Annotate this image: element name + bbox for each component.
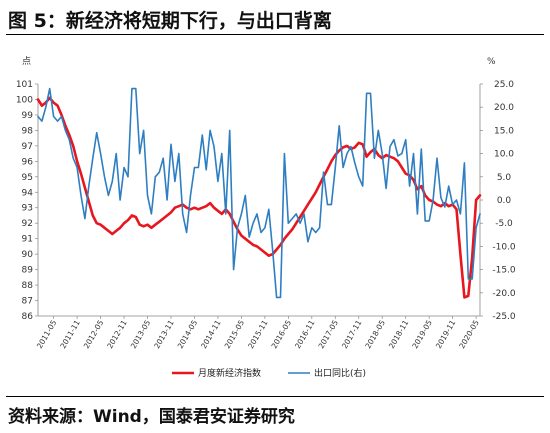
left-tick-label: 99 <box>22 111 34 121</box>
right-tick-label: 15.0 <box>494 126 514 136</box>
left-tick-label: 88 <box>22 281 34 291</box>
left-tick-label: 91 <box>22 235 33 245</box>
x-tick-label: 2013-05 <box>129 318 153 350</box>
left-tick-label: 96 <box>22 157 34 167</box>
x-tick-label: 2019-11 <box>434 318 458 350</box>
axes: 点 % 86 87 88 89 90 91 92 93 94 95 96 97 98 99 100 101 25.0… <box>16 56 516 350</box>
left-tick-label: 98 <box>22 126 34 136</box>
right-tick-label: 5.0 <box>497 173 512 183</box>
series-lines <box>36 87 482 299</box>
series-line-export-yoy <box>37 87 481 299</box>
left-tick-label: 92 <box>22 219 33 229</box>
left-tick-label: 90 <box>22 250 34 260</box>
x-tick-label: 2012-11 <box>105 318 129 350</box>
left-tick-label: 100 <box>16 95 33 105</box>
right-tick-label: 20.0 <box>494 103 514 113</box>
x-tick-label: 2014-11 <box>199 318 223 350</box>
right-tick-label: 10.0 <box>494 150 514 160</box>
right-tick-label: 25.0 <box>494 80 514 90</box>
left-tick-label: 87 <box>22 297 33 307</box>
left-tick-label: 93 <box>22 204 33 214</box>
legend-label: 月度新经济指数 <box>198 367 261 379</box>
x-tick-label: 2019-05 <box>410 318 434 350</box>
left-tick-label: 89 <box>22 266 34 276</box>
legend: 月度新经济指数 出口同比(右) <box>172 367 366 379</box>
right-tick-label: 0.0 <box>497 196 512 206</box>
series-line-new-economy-index <box>36 96 482 299</box>
x-tick-label: 2011-05 <box>35 318 59 350</box>
x-tick-label: 2017-05 <box>317 318 341 350</box>
x-tick-label: 2014-05 <box>176 318 200 350</box>
x-tick-label: 2018-11 <box>387 318 411 350</box>
left-tick-label: 95 <box>22 173 33 183</box>
right-tick-label: -15.0 <box>492 266 516 276</box>
x-tick-label: 2011-11 <box>58 318 82 350</box>
legend-label: 出口同比(右) <box>314 367 366 379</box>
x-tick-label: 2013-11 <box>152 318 176 350</box>
top-rule <box>6 34 544 35</box>
right-tick-label: -25.0 <box>492 312 516 322</box>
right-tick-label: -20.0 <box>492 289 516 299</box>
line-chart: 点 % 86 87 88 89 90 91 92 93 94 95 96 97 98 99 100 101 25.0… <box>16 56 516 379</box>
right-unit-label: % <box>487 57 496 67</box>
x-tick-label: 2016-05 <box>270 318 294 350</box>
left-unit-label: 点 <box>22 56 31 67</box>
figure-title: 图 5：新经济将短期下行，与出口背离 <box>8 10 332 32</box>
left-tick-label: 101 <box>16 80 33 90</box>
x-tick-label: 2017-11 <box>340 318 364 350</box>
x-tick-label: 2015-11 <box>246 318 270 350</box>
right-tick-label: -10.0 <box>492 242 516 252</box>
left-tick-label: 97 <box>22 142 33 152</box>
x-tick-label: 2012-05 <box>82 318 106 350</box>
right-tick-label: -5.0 <box>495 219 513 229</box>
x-tick-label: 2020-05 <box>457 318 481 350</box>
x-tick-label: 2016-11 <box>293 318 317 350</box>
x-tick-label: 2018-05 <box>363 318 387 350</box>
bottom-rule <box>6 396 544 397</box>
left-tick-label: 94 <box>22 188 34 198</box>
source-note: 资料来源：Wind，国泰君安证券研究 <box>8 407 295 427</box>
x-tick-label: 2015-05 <box>223 318 247 350</box>
left-tick-label: 86 <box>22 312 34 322</box>
